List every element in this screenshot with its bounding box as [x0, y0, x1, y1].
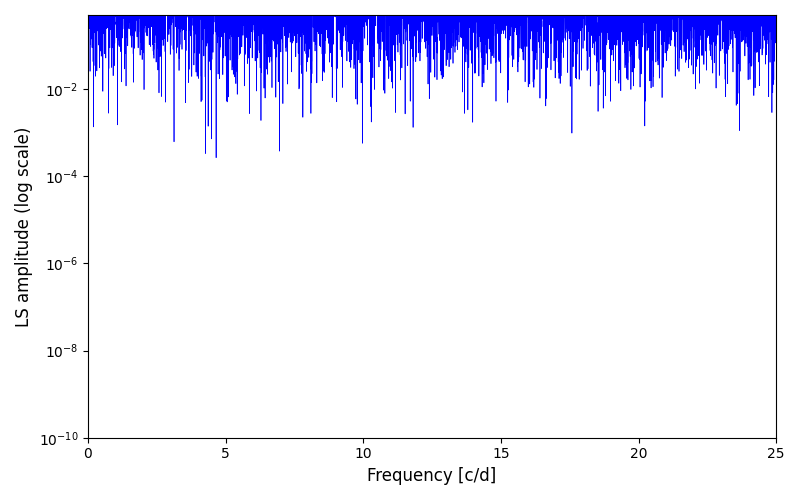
- Y-axis label: LS amplitude (log scale): LS amplitude (log scale): [15, 126, 33, 326]
- X-axis label: Frequency [c/d]: Frequency [c/d]: [367, 467, 497, 485]
